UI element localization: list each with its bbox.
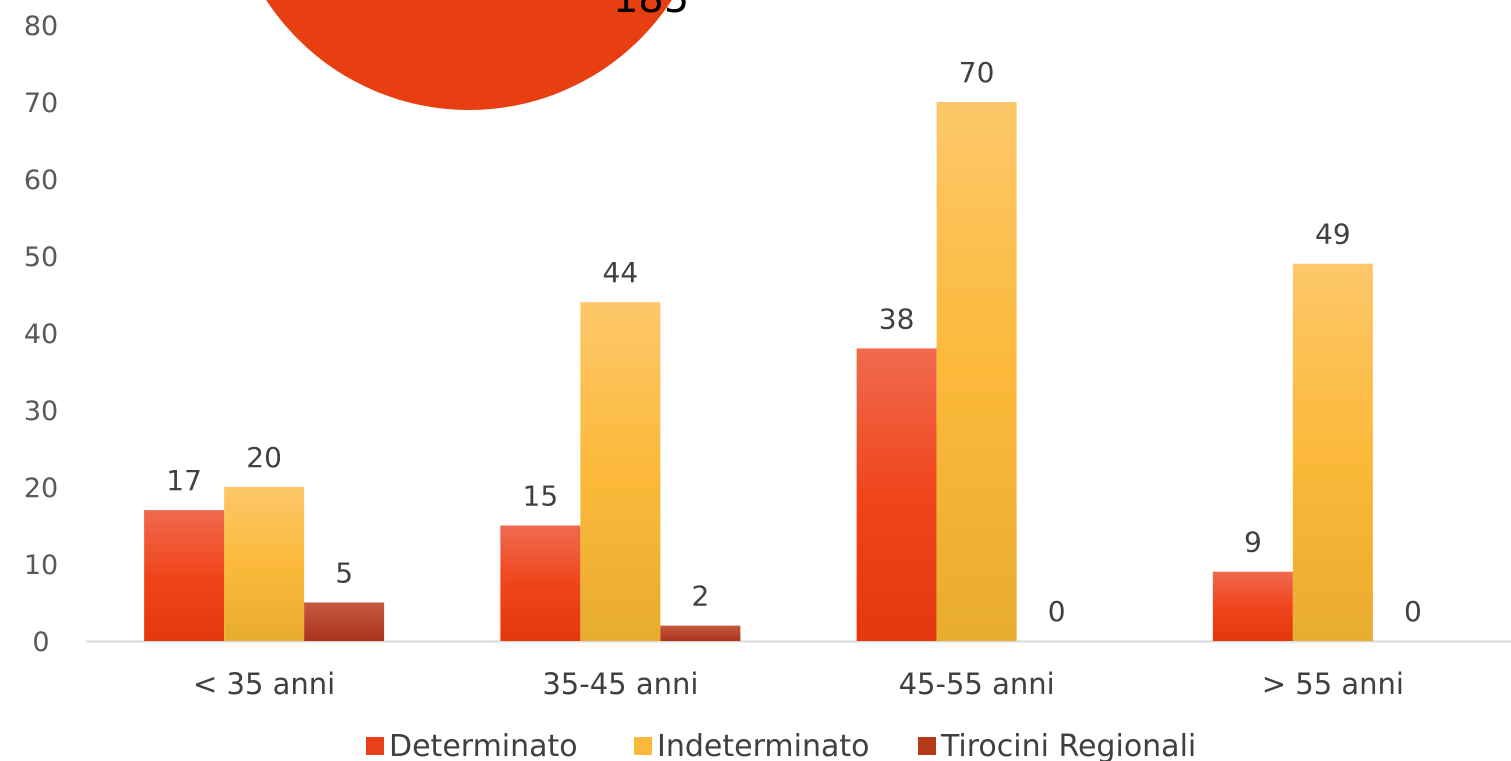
y-tick-label: 40 (24, 319, 58, 350)
bar-tirocini-1 (660, 625, 741, 641)
y-tick-label: 20 (24, 473, 58, 504)
data-label-tirocini-3: 0 (1404, 595, 1422, 628)
legend-label-tirocini: Tirocini Regionali (940, 729, 1196, 761)
data-label-determinato-3: 9 (1244, 526, 1262, 559)
x-category-label: 35-45 anni (542, 667, 698, 701)
y-tick-label: 30 (24, 396, 58, 427)
y-tick-label: 10 (24, 550, 58, 581)
bar-determinato-1 (500, 525, 581, 641)
data-label-tirocini-2: 0 (1048, 595, 1066, 628)
bar-tirocini-0 (304, 602, 385, 641)
legend-swatch-determinato (366, 737, 384, 755)
data-label-tirocini-0: 5 (335, 557, 353, 590)
y-tick-label: 70 (24, 88, 58, 119)
x-category-label: > 55 anni (1262, 667, 1404, 701)
data-labels-group: 17 20 5 15 44 2 38 70 0 9 49 0 (166, 56, 1421, 628)
data-label-determinato-2: 38 (879, 302, 915, 335)
x-category-label: < 35 anni (193, 667, 335, 701)
bar-determinato-2 (856, 348, 937, 641)
data-label-determinato-1: 15 (523, 480, 559, 513)
legend-swatch-tirocini (918, 737, 936, 755)
legend-label-indeterminato: Indeterminato (657, 729, 869, 761)
legend: Determinato Indeterminato Tirocini Regiona… (366, 729, 1196, 761)
legend-label-determinato: Determinato (389, 729, 578, 761)
data-label-indeterminato-0: 20 (246, 441, 282, 474)
bar-determinato-3 (1212, 571, 1293, 641)
decorative-circle (266, 0, 672, 110)
data-label-determinato-0: 17 (166, 464, 202, 497)
bar-indeterminato-0 (224, 487, 305, 641)
data-label-indeterminato-3: 49 (1315, 218, 1351, 251)
y-tick-label: 50 (24, 242, 58, 273)
x-axis: < 35 anni 35-45 anni 45-55 anni > 55 anni (193, 667, 1404, 701)
bar-indeterminato-3 (1292, 263, 1373, 641)
bar-indeterminato-2 (936, 102, 1017, 641)
y-axis: 0 10 20 30 40 50 60 70 80 (24, 11, 58, 658)
bar-indeterminato-1 (580, 302, 661, 641)
data-label-indeterminato-1: 44 (603, 256, 639, 289)
x-category-label: 45-55 anni (899, 667, 1055, 701)
y-tick-label: 60 (24, 165, 58, 196)
y-tick-label: 0 (32, 627, 49, 658)
circle-label: 185 (613, 0, 689, 22)
bar-determinato-0 (144, 510, 225, 641)
y-tick-label: 80 (24, 11, 58, 42)
bars-group (144, 102, 1373, 641)
data-label-tirocini-1: 2 (691, 580, 709, 613)
legend-swatch-indeterminato (634, 737, 652, 755)
data-label-indeterminato-2: 70 (959, 56, 995, 89)
